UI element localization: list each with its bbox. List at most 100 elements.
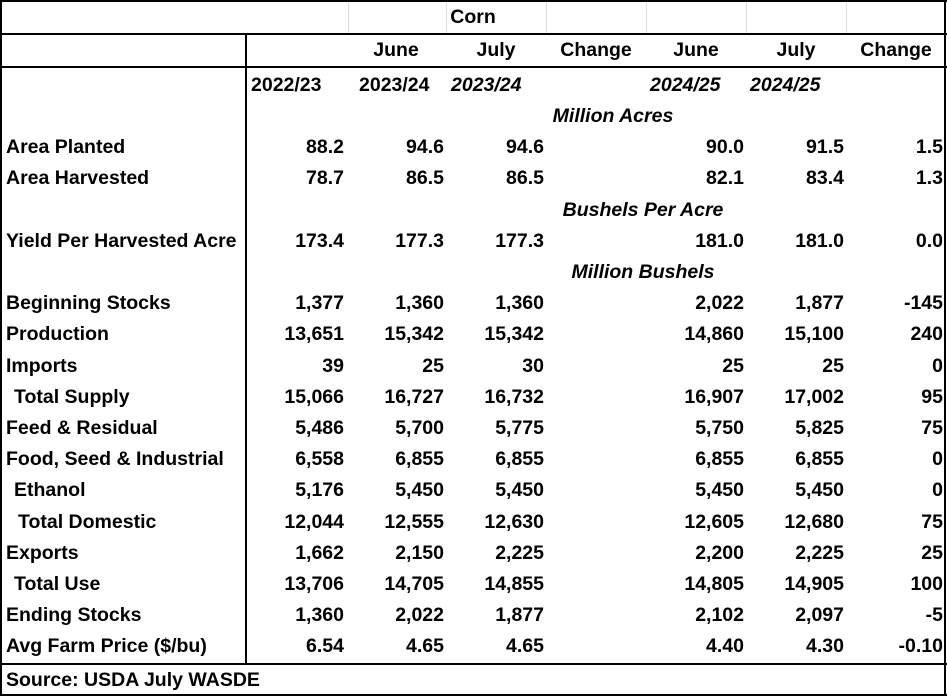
value-cell-july-2024-25: 83.4 bbox=[806, 167, 844, 189]
value-cell-july-2024-25: 91.5 bbox=[806, 136, 844, 158]
row-label: Total Supply bbox=[14, 386, 130, 408]
col-header-july-2324: July bbox=[476, 39, 516, 61]
value-cell-june-2023-24: 2,022 bbox=[395, 604, 444, 626]
value-cell-change-2024-25: 75 bbox=[921, 511, 943, 533]
unit-label-yield: Bushels Per Acre bbox=[562, 199, 724, 221]
value-cell-july-2023-24: 5,775 bbox=[495, 417, 544, 439]
grid-faint bbox=[746, 2, 747, 33]
value-cell-june-2023-24: 5,700 bbox=[395, 417, 444, 439]
value-cell-june-2023-24: 15,342 bbox=[384, 323, 444, 345]
row-label: Area Harvested bbox=[6, 167, 150, 189]
value-cell-july-2024-25: 181.0 bbox=[795, 230, 844, 252]
value-cell-june-2023-24: 86.5 bbox=[406, 167, 444, 189]
value-cell-june-2023-24: 5,450 bbox=[395, 479, 444, 501]
value-cell-june-2023-24: 25 bbox=[422, 355, 444, 377]
value-cell-july-2024-25: 14,905 bbox=[784, 573, 844, 595]
grid-faint bbox=[546, 2, 547, 33]
footer-top-border bbox=[0, 663, 947, 665]
value-cell-july-2024-25: 5,450 bbox=[795, 479, 844, 501]
value-cell-2022-23: 13,706 bbox=[284, 573, 344, 595]
col-header-june-2324: June bbox=[373, 39, 419, 61]
label-column-divider bbox=[245, 33, 247, 664]
col-year-2324-july: 2023/24 bbox=[451, 74, 522, 96]
value-cell-july-2023-24: 1,360 bbox=[495, 292, 544, 314]
value-cell-june-2023-24: 1,360 bbox=[395, 292, 444, 314]
value-cell-change-2024-25: 95 bbox=[921, 386, 943, 408]
table-left-border bbox=[0, 0, 2, 696]
table-bottom-border bbox=[0, 694, 947, 696]
value-cell-july-2023-24: 12,630 bbox=[484, 511, 544, 533]
value-cell-june-2023-24: 12,555 bbox=[384, 511, 444, 533]
value-cell-change-2024-25: 0.0 bbox=[915, 230, 943, 252]
value-cell-2022-23: 12,044 bbox=[284, 511, 344, 533]
header-bottom-border bbox=[0, 66, 947, 68]
value-cell-june-2023-24: 14,705 bbox=[384, 573, 444, 595]
value-cell-2022-23: 5,176 bbox=[295, 479, 344, 501]
value-cell-july-2023-24: 177.3 bbox=[495, 230, 544, 252]
value-cell-july-2024-25: 5,825 bbox=[795, 417, 844, 439]
source-note: Source: USDA July WASDE bbox=[6, 669, 260, 691]
value-cell-june-2023-24: 6,855 bbox=[395, 448, 444, 470]
title-bottom-border bbox=[0, 33, 947, 35]
row-label: Total Domestic bbox=[18, 511, 157, 533]
value-cell-change-2024-25: 1.5 bbox=[915, 136, 943, 158]
value-cell-july-2023-24: 2,225 bbox=[495, 542, 544, 564]
value-cell-june-2024-25: 2,102 bbox=[695, 604, 744, 626]
value-cell-june-2024-25: 2,022 bbox=[695, 292, 744, 314]
value-cell-july-2024-25: 1,877 bbox=[795, 292, 844, 314]
value-cell-june-2024-25: 5,450 bbox=[695, 479, 744, 501]
value-cell-change-2024-25: -145 bbox=[903, 292, 943, 314]
value-cell-change-2024-25: 25 bbox=[921, 542, 943, 564]
unit-label-acres: Million Acres bbox=[552, 105, 674, 127]
value-cell-change-2024-25: 100 bbox=[910, 573, 943, 595]
value-cell-june-2024-25: 12,605 bbox=[684, 511, 744, 533]
grid-faint bbox=[348, 2, 349, 33]
value-cell-june-2024-25: 90.0 bbox=[706, 136, 744, 158]
row-label: Area Planted bbox=[6, 136, 126, 158]
value-cell-2022-23: 6.54 bbox=[306, 635, 344, 657]
value-cell-july-2024-25: 4.30 bbox=[806, 635, 844, 657]
grid-faint bbox=[846, 2, 847, 33]
value-cell-june-2024-25: 16,907 bbox=[684, 386, 744, 408]
value-cell-july-2024-25: 15,100 bbox=[784, 323, 844, 345]
value-cell-june-2024-25: 25 bbox=[722, 355, 744, 377]
value-cell-june-2024-25: 6,855 bbox=[695, 448, 744, 470]
value-cell-change-2024-25: 1.3 bbox=[915, 167, 943, 189]
value-cell-july-2023-24: 5,450 bbox=[495, 479, 544, 501]
value-cell-change-2024-25: 0 bbox=[932, 448, 943, 470]
value-cell-2022-23: 1,662 bbox=[295, 542, 344, 564]
value-cell-2022-23: 5,486 bbox=[295, 417, 344, 439]
value-cell-june-2024-25: 82.1 bbox=[706, 167, 744, 189]
value-cell-2022-23: 1,360 bbox=[295, 604, 344, 626]
value-cell-2022-23: 88.2 bbox=[306, 136, 344, 158]
grid-faint bbox=[446, 2, 447, 33]
value-cell-june-2024-25: 5,750 bbox=[695, 417, 744, 439]
table-title: Corn bbox=[450, 6, 496, 28]
col-year-2425-june: 2024/25 bbox=[650, 74, 721, 96]
row-label: Ethanol bbox=[14, 479, 86, 501]
value-cell-june-2023-24: 2,150 bbox=[395, 542, 444, 564]
row-label: Feed & Residual bbox=[6, 417, 158, 439]
value-cell-july-2023-24: 30 bbox=[522, 355, 544, 377]
value-cell-change-2024-25: 240 bbox=[910, 323, 943, 345]
value-cell-july-2023-24: 4.65 bbox=[506, 635, 544, 657]
col-header-change-2425: Change bbox=[860, 39, 932, 61]
value-cell-july-2024-25: 2,097 bbox=[795, 604, 844, 626]
unit-label-bushels: Million Bushels bbox=[571, 261, 715, 283]
value-cell-june-2024-25: 181.0 bbox=[695, 230, 744, 252]
value-cell-june-2024-25: 4.40 bbox=[706, 635, 744, 657]
value-cell-2022-23: 15,066 bbox=[284, 386, 344, 408]
col-header-change-2324: Change bbox=[560, 39, 632, 61]
col-year-2425-july: 2024/25 bbox=[750, 74, 821, 96]
value-cell-july-2023-24: 16,732 bbox=[484, 386, 544, 408]
value-cell-june-2024-25: 2,200 bbox=[695, 542, 744, 564]
value-cell-change-2024-25: -5 bbox=[925, 604, 943, 626]
value-cell-july-2024-25: 2,225 bbox=[795, 542, 844, 564]
value-cell-change-2024-25: 0 bbox=[932, 479, 943, 501]
value-cell-july-2023-24: 6,855 bbox=[495, 448, 544, 470]
value-cell-july-2023-24: 15,342 bbox=[484, 323, 544, 345]
col-year-2324-june: 2023/24 bbox=[359, 74, 430, 96]
value-cell-change-2024-25: 75 bbox=[921, 417, 943, 439]
value-cell-july-2024-25: 6,855 bbox=[795, 448, 844, 470]
